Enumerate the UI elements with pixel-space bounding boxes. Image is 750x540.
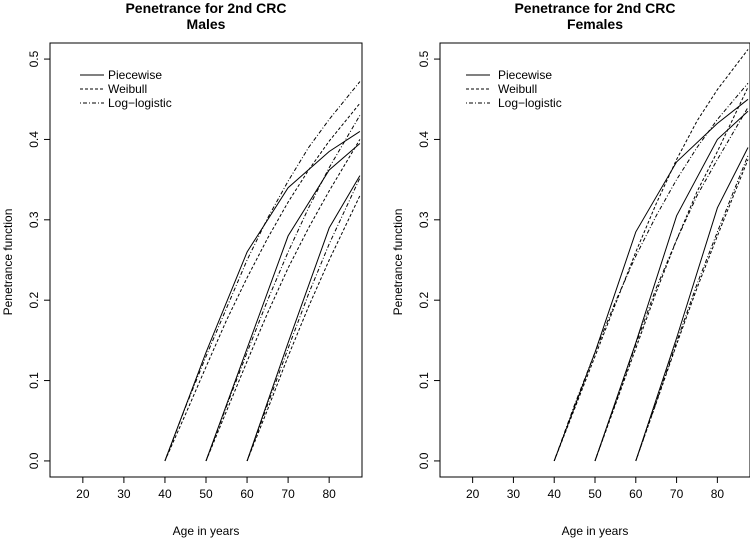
series-line-loglogistic-1 [553,82,749,462]
series-line-weibull-2 [594,86,749,462]
x-tick-label: 50 [199,487,213,501]
x-tick-label: 40 [158,487,172,501]
y-tick-label: 0.4 [27,131,41,148]
legend-label-piecewise: Piecewise [498,68,552,82]
chart-subtitle: Females [567,16,623,32]
series-lines [164,81,361,462]
legend-label-weibull: Weibull [498,82,537,96]
x-tick-label: 50 [588,487,602,501]
y-tick-label: 0.2 [417,292,431,309]
y-tick-label: 0.5 [417,50,431,67]
legend: Piecewise Weibull Log−logistic [80,68,172,110]
legend-label-piecewise: Piecewise [108,68,162,82]
series-line-loglogistic-3 [246,177,361,462]
y-tick-label: 0.1 [27,372,41,389]
x-tick-label: 20 [466,487,480,501]
x-tick-label: 70 [281,487,295,501]
legend-label-weibull: Weibull [108,82,147,96]
y-axis-label: Penetrance function [391,209,405,316]
x-tick-label: 30 [117,487,131,501]
x-tick-label: 30 [507,487,521,501]
x-axis-label: Age in years [173,524,240,538]
series-line-piecewise-3 [246,175,361,462]
x-tick-label: 80 [711,487,725,501]
series-line-loglogistic-1 [164,81,361,462]
series-line-piecewise-1 [164,130,361,462]
females-panel: Penetrance for 2nd CRC Females 0.0 0.1 0.2… [391,0,750,538]
x-tick-label: 60 [629,487,643,501]
series-line-loglogistic-3 [635,155,749,462]
chart-subtitle: Males [187,16,226,32]
series-line-weibull-1 [553,49,749,462]
chart-title: Penetrance for 2nd CRC [514,0,675,16]
series-line-piecewise-1 [553,98,749,462]
series-line-weibull-3 [635,159,749,462]
x-tick-label: 60 [240,487,254,501]
series-line-piecewise-3 [635,147,749,462]
x-axis: 20 30 40 50 60 70 80 [76,476,336,501]
y-tick-label: 0.0 [417,452,431,469]
series-line-weibull-2 [205,139,361,462]
series-lines [553,49,749,462]
y-axis-label: Penetrance function [1,209,15,316]
y-tick-label: 0.5 [27,50,41,67]
y-axis: 0.0 0.1 0.2 0.3 0.4 0.5 [417,50,441,469]
chart-title: Penetrance for 2nd CRC [125,0,286,16]
legend: Piecewise Weibull Log−logistic [466,68,562,110]
series-line-weibull-1 [164,102,361,462]
legend-label-loglogistic: Log−logistic [498,96,562,110]
series-line-loglogistic-2 [205,115,361,462]
series-line-weibull-3 [246,195,361,462]
series-line-loglogistic-2 [594,107,749,462]
plot-frame [49,42,363,478]
series-line-piecewise-2 [205,143,361,462]
legend-label-loglogistic: Log−logistic [108,96,172,110]
x-tick-label: 70 [670,487,684,501]
y-axis: 0.0 0.1 0.2 0.3 0.4 0.5 [27,50,51,469]
x-tick-label: 40 [548,487,562,501]
y-tick-label: 0.1 [417,372,431,389]
y-tick-label: 0.0 [27,452,41,469]
x-tick-label: 20 [76,487,90,501]
y-tick-label: 0.4 [417,131,431,148]
males-panel: Penetrance for 2nd CRC Males 0.00.10.20.… [1,0,363,538]
x-axis-label: Age in years [562,524,629,538]
y-tick-label: 0.3 [27,211,41,228]
y-tick-label: 0.2 [27,292,41,309]
plot-frame [439,42,750,478]
y-tick-label: 0.3 [417,211,431,228]
x-axis: 20 30 40 50 60 70 80 [466,476,725,501]
x-tick-label: 80 [322,487,336,501]
